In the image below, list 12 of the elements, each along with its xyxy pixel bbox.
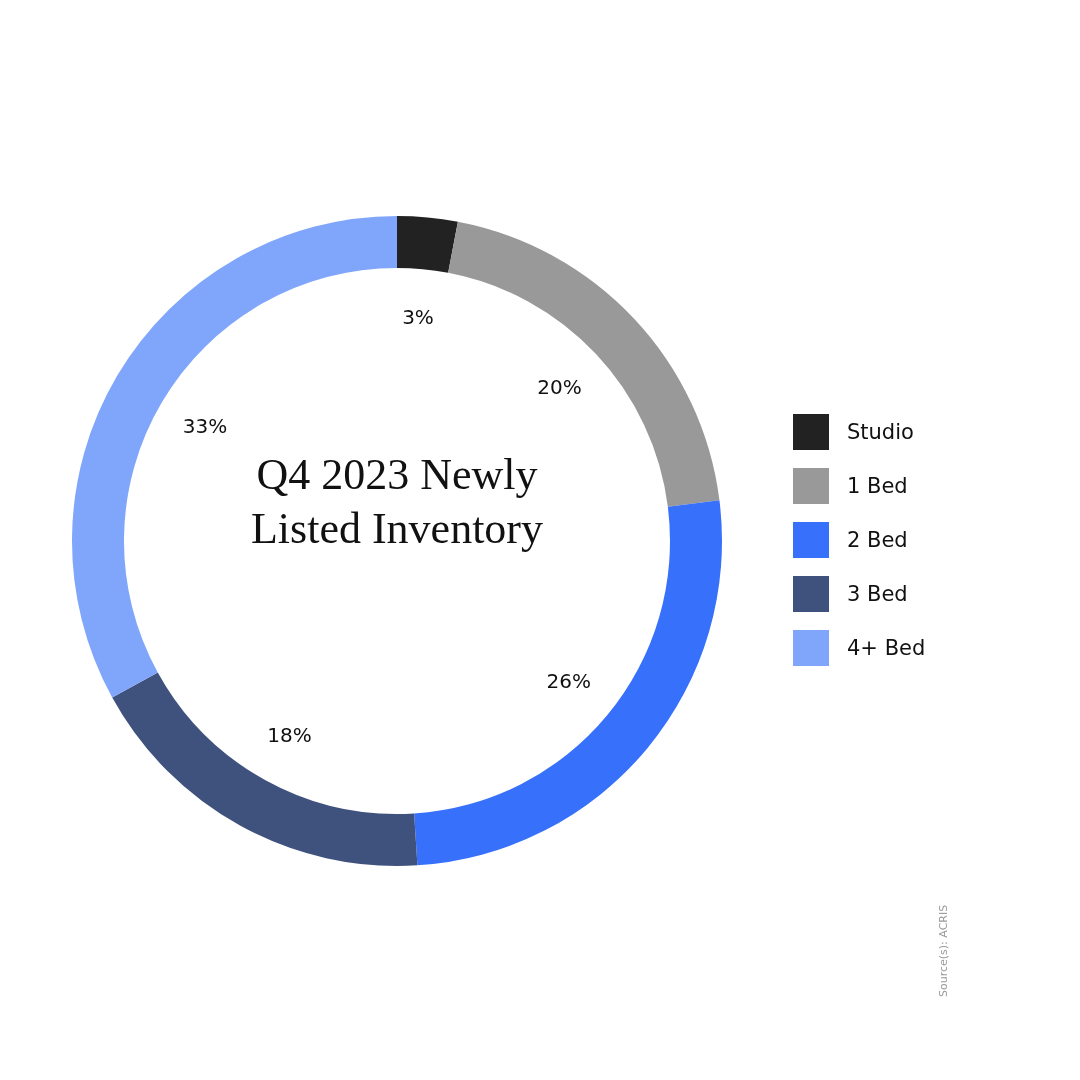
source-note: Source(s): ACRIS (937, 904, 950, 997)
data-label: 20% (537, 374, 582, 399)
text: Q4 2023 Newly Listed Inventory (249, 449, 544, 555)
data-label: 26% (546, 669, 592, 694)
legend-label: 3 Bed (847, 582, 908, 606)
data-label: 3% (402, 305, 434, 330)
legend-label: 1 Bed (847, 474, 908, 498)
data-label: 33% (182, 413, 228, 438)
legend-label: 2 Bed (847, 528, 908, 552)
legend-label: Studio (847, 420, 914, 444)
legend-label: 4+ Bed (847, 636, 926, 660)
data-label: 18% (267, 722, 312, 747)
